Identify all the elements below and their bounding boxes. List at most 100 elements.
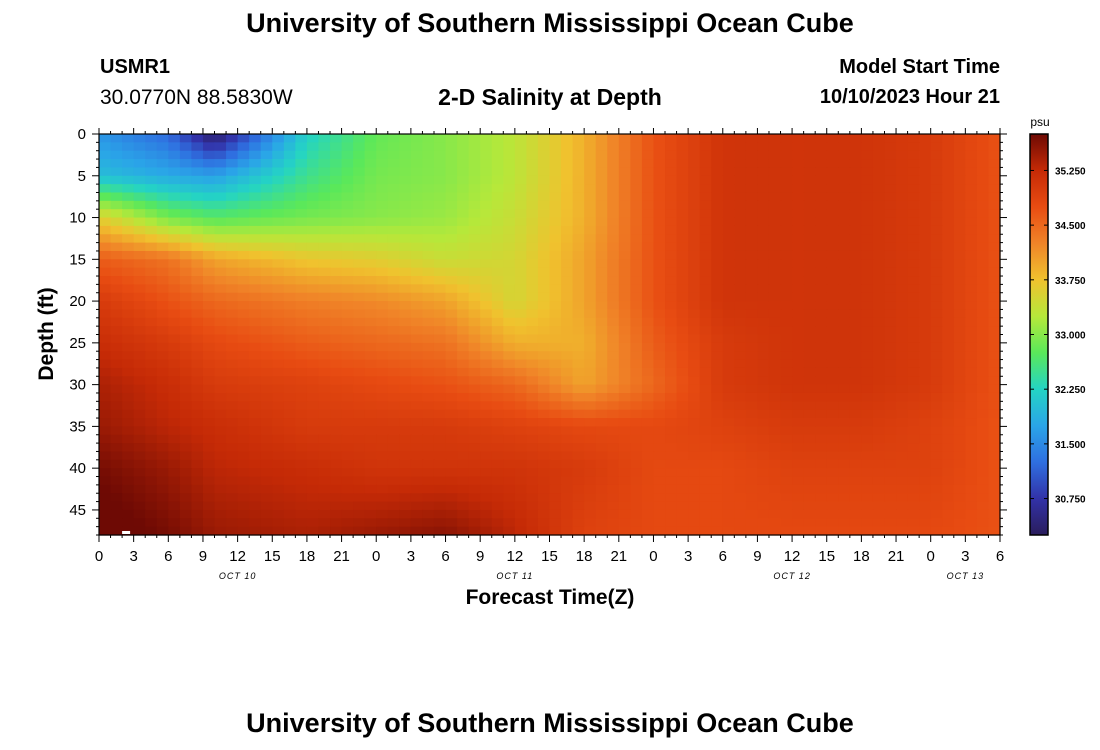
heatmap-cell [641, 217, 655, 227]
heatmap-cell [976, 468, 990, 478]
heatmap-cell [422, 493, 435, 503]
heatmap-cell [133, 309, 146, 319]
heatmap-cell [838, 250, 851, 260]
heatmap-cell [942, 150, 955, 160]
heatmap-cell [757, 225, 770, 235]
heatmap-cell [953, 526, 966, 536]
heatmap-cell [468, 409, 481, 419]
heatmap-cell [780, 526, 793, 536]
heatmap-cell [965, 451, 978, 461]
heatmap-cell [930, 200, 943, 210]
heatmap-cell [711, 175, 724, 185]
heatmap-cell [572, 367, 585, 377]
heatmap-cell [145, 518, 158, 528]
heatmap-cell [237, 376, 250, 386]
heatmap-cell [711, 384, 724, 394]
heatmap-cell [283, 209, 296, 219]
heatmap-cell [295, 351, 308, 361]
heatmap-cell [988, 493, 1001, 503]
heatmap-cell [953, 392, 966, 402]
heatmap-cell [838, 526, 851, 536]
heatmap-cell [133, 334, 146, 344]
heatmap-cell [399, 342, 412, 352]
heatmap-cell [838, 150, 851, 160]
heatmap-cell [341, 292, 354, 302]
heatmap-cell [306, 401, 320, 411]
heatmap-cell [976, 167, 990, 177]
heatmap-cell [457, 250, 470, 260]
heatmap-cell [399, 518, 412, 528]
heatmap-cell [364, 234, 377, 244]
heatmap-cell [907, 509, 920, 519]
heatmap-cell [387, 401, 400, 411]
heatmap-cell [838, 242, 851, 252]
heatmap-cell [237, 426, 250, 436]
heatmap-cell [226, 267, 239, 277]
heatmap-cell [468, 234, 481, 244]
heatmap-cell [896, 301, 909, 311]
heatmap-cell [745, 184, 759, 194]
heatmap-cell [676, 392, 689, 402]
heatmap-cell [387, 484, 400, 494]
heatmap-cell [549, 459, 562, 469]
heatmap-cell [168, 209, 181, 219]
heatmap-cell [607, 509, 620, 519]
heatmap-cell [445, 326, 458, 336]
heatmap-cell [399, 217, 412, 227]
heatmap-cell [457, 351, 470, 361]
heatmap-cell [572, 451, 585, 461]
heatmap-cell [283, 301, 296, 311]
heatmap-cell [445, 259, 458, 269]
heatmap-cell [630, 250, 643, 260]
heatmap-cell [503, 301, 516, 311]
heatmap-cell [272, 134, 285, 143]
heatmap-cell [549, 409, 562, 419]
heatmap-cell [861, 434, 874, 444]
heatmap-cell [330, 451, 343, 461]
heatmap-cell [618, 134, 631, 143]
heatmap-cell [468, 134, 481, 143]
heatmap-cell [757, 259, 770, 269]
heatmap-cell [607, 301, 620, 311]
heatmap-cell [422, 301, 435, 311]
heatmap-cell [353, 217, 366, 227]
heatmap-cell [226, 234, 239, 244]
heatmap-cell [202, 134, 216, 143]
heatmap-cell [665, 317, 678, 327]
heatmap-cell [768, 209, 782, 219]
heatmap-cell [457, 317, 470, 327]
heatmap-cell [653, 418, 666, 427]
heatmap-cell [260, 200, 273, 210]
heatmap-cell [537, 292, 551, 302]
heatmap-cell [457, 200, 470, 210]
heatmap-cell [295, 501, 308, 511]
heatmap-cell [260, 443, 273, 453]
heatmap-cell [122, 242, 135, 252]
heatmap-cell [214, 434, 227, 444]
heatmap-cell [272, 276, 285, 285]
heatmap-cell [872, 217, 886, 227]
heatmap-cell [757, 351, 770, 361]
heatmap-cell [433, 451, 447, 461]
heatmap-cell [653, 250, 666, 260]
heatmap-cell [722, 359, 735, 369]
heatmap-cell [237, 150, 250, 160]
heatmap-cell [988, 401, 1001, 411]
heatmap-cell [572, 209, 585, 219]
heatmap-cell [699, 509, 712, 519]
heatmap-cell [630, 142, 643, 152]
heatmap-cell [815, 484, 828, 494]
heatmap-cell [676, 509, 689, 519]
heatmap-cell [202, 326, 216, 336]
heatmap-cell [318, 209, 331, 219]
heatmap-cell [306, 434, 320, 444]
heatmap-cell [491, 426, 504, 436]
heatmap-cell [665, 351, 678, 361]
heatmap-cell [815, 426, 828, 436]
heatmap-cell [768, 234, 782, 244]
heatmap-cell [953, 175, 966, 185]
heatmap-cell [595, 384, 608, 394]
heatmap-cell [226, 434, 239, 444]
heatmap-cell [653, 167, 666, 177]
heatmap-cell [792, 376, 805, 386]
